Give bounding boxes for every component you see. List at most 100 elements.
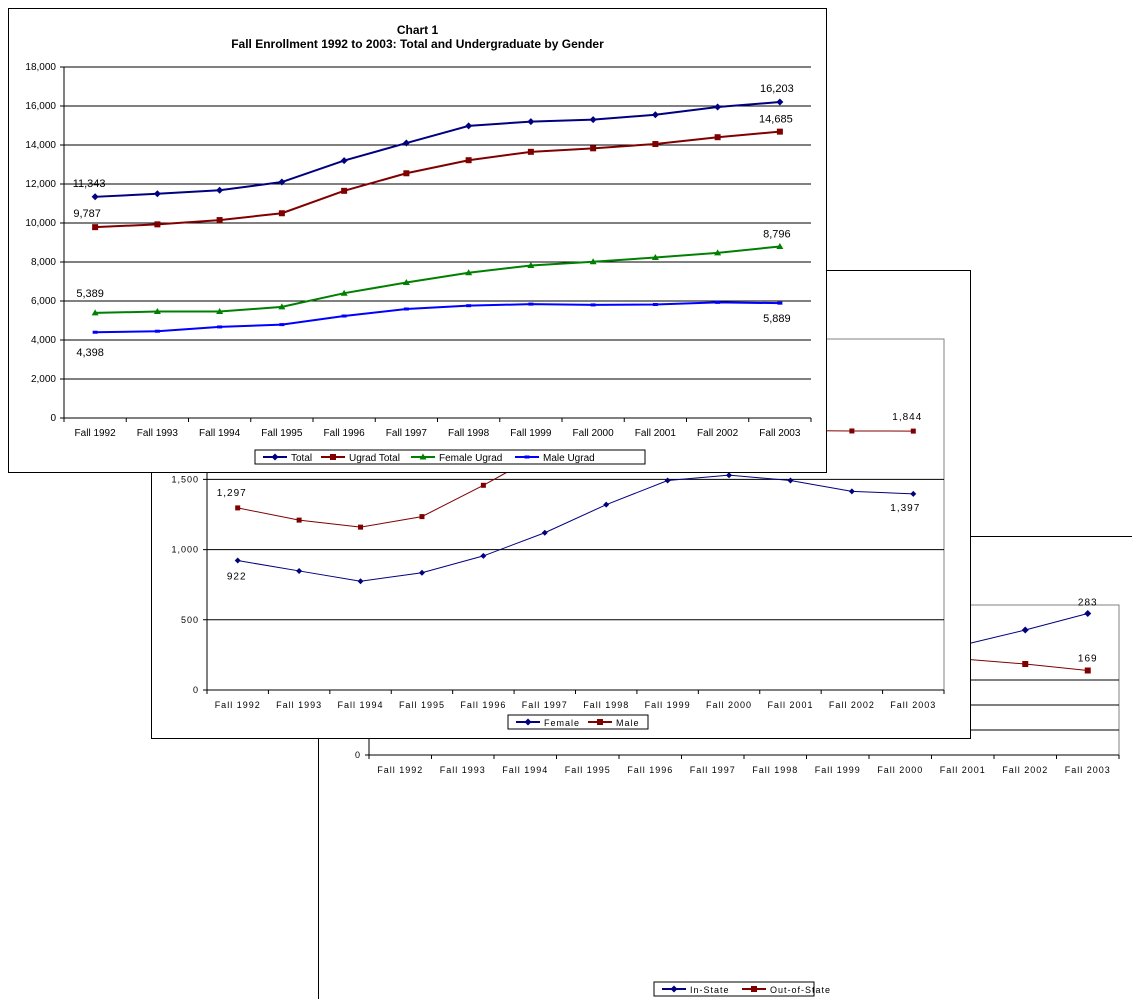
chart-1-data-point <box>153 308 161 315</box>
chart-2-x-tick-label: Fall 1996 <box>460 700 506 710</box>
chart-1-x-tick-label: Fall 1999 <box>510 428 552 439</box>
chart-1-data-label: 9,787 <box>73 208 101 220</box>
chart-1-data-point <box>340 289 348 296</box>
chart-3-x-tick-label: Fall 1995 <box>565 765 611 775</box>
chart-1-legend-label: Total <box>291 453 312 464</box>
chart-1-y-tick-label: 16,000 <box>25 101 56 112</box>
chart-1-data-label: 5,389 <box>76 288 104 300</box>
chart-1-series-line <box>95 301 780 334</box>
chart-1-panel: Chart 1 Fall Enrollment 1992 to 2003: To… <box>8 8 827 473</box>
chart-3-x-tick-label: Fall 1999 <box>815 765 861 775</box>
chart-2-x-tick-label: Fall 2000 <box>706 700 752 710</box>
chart-1-x-tick-label: Fall 1998 <box>448 428 490 439</box>
chart-2-data-label: 922 <box>227 572 247 583</box>
chart-1-data-point <box>341 187 348 194</box>
chart-2-legend-marker <box>597 719 603 725</box>
chart-2-x-tick-label: Fall 1992 <box>215 700 261 710</box>
chart-2-x-tick-label: Fall 1993 <box>276 700 322 710</box>
chart-1-data-point <box>92 224 99 231</box>
chart-3-x-tick-label: Fall 2001 <box>940 765 986 775</box>
chart-1-x-tick-label: Fall 1994 <box>199 428 241 439</box>
chart-1-data-point <box>340 157 348 165</box>
chart-2-x-tick-label: Fall 1997 <box>522 700 568 710</box>
chart-3-legend-marker <box>670 985 678 993</box>
chart-2-data-point <box>357 578 364 585</box>
chart-2-legend-label: Male <box>616 718 640 728</box>
chart-1-legend-marker <box>271 453 279 461</box>
chart-1-plot: 0 2,000 4,000 6,000 8,000 10,000 12,000 14,000 1… <box>25 62 812 465</box>
chart-2-data-point <box>235 505 241 511</box>
chart-3-y-tick-label: 0 <box>355 750 361 760</box>
chart-1-x-tick-label: Fall 1995 <box>261 428 303 439</box>
chart-3-data-point <box>1022 661 1029 667</box>
chart-2-x-tick-label: Fall 1994 <box>338 700 384 710</box>
chart-1-series-line <box>95 101 780 198</box>
chart-2-data-point <box>541 529 548 536</box>
chart-2-legend-marker <box>524 718 532 726</box>
chart-1-data-point <box>651 111 659 119</box>
chart-1-data-point <box>589 258 597 265</box>
chart-2-data-label: 1,297 <box>217 488 247 499</box>
chart-1-y-tick-label: 2,000 <box>31 374 56 385</box>
chart-3-data-label: 169 <box>1078 654 1098 665</box>
chart-1-y-tick-label: 0 <box>50 413 56 424</box>
chart-1-data-point <box>465 122 473 130</box>
chart-2-data-point <box>296 567 303 574</box>
chart-1-x-tick-label: Fall 2003 <box>759 428 801 439</box>
chart-2-data-point <box>234 557 241 564</box>
chart-2-y-tick-label: 500 <box>181 615 199 625</box>
chart-2-data-point <box>849 428 855 434</box>
chart-3-x-tick-label: Fall 1996 <box>627 765 673 775</box>
chart-1-x-tick-label: Fall 1993 <box>137 428 179 439</box>
chart-2-data-point <box>787 477 794 484</box>
chart-1-y-tick-label: 14,000 <box>25 140 56 151</box>
chart-3-legend-label: In-State <box>690 985 730 995</box>
chart-3-x-tick-label: Fall 1993 <box>440 765 486 775</box>
chart-1-legend-label: Ugrad Total <box>349 453 400 464</box>
chart-1-data-point <box>216 217 223 224</box>
chart-2-x-tick-label: Fall 1995 <box>399 700 445 710</box>
chart-1-y-tick-label: 18,000 <box>25 62 56 73</box>
chart-1-data-label: 14,685 <box>759 114 793 126</box>
chart-1-data-label: 11,343 <box>73 178 106 190</box>
chart-2-x-tick-label: Fall 1999 <box>645 700 691 710</box>
chart-1-data-point <box>153 190 161 198</box>
chart-1-y-tick-label: 4,000 <box>31 335 56 346</box>
chart-1-x-tick-label: Fall 1997 <box>386 428 428 439</box>
chart-1-data-label: 8,796 <box>763 228 791 240</box>
chart-2-data-point <box>910 428 916 434</box>
chart-1-data-point <box>651 254 659 261</box>
chart-1-data-point <box>278 303 286 310</box>
chart-3-data-point <box>1084 667 1091 674</box>
chart-1-title: Chart 1 <box>396 23 439 37</box>
chart-1-data-point <box>278 178 286 186</box>
chart-2-x-tick-label: Fall 2003 <box>890 700 936 710</box>
chart-2-data-point <box>296 517 302 523</box>
chart-2-x-tick-label: Fall 1998 <box>583 700 629 710</box>
chart-1-data-point <box>590 303 596 307</box>
chart-3-legend-box <box>653 981 815 997</box>
chart-2-data-point <box>480 482 486 488</box>
chart-1-data-point <box>715 300 721 304</box>
chart-2-y-tick-label: 1,000 <box>171 545 199 555</box>
chart-1-data-point <box>154 329 160 333</box>
chart-3-data-label: 283 <box>1078 598 1098 609</box>
chart-1-data-point <box>652 303 658 307</box>
chart-1-data-point <box>278 210 285 217</box>
chart-3-data-point <box>1084 610 1092 617</box>
chart-1-data-point <box>527 262 535 269</box>
chart-3-x-tick-label: Fall 2000 <box>877 765 923 775</box>
chart-1-y-tick-label: 10,000 <box>25 218 56 229</box>
chart-1-data-point <box>465 157 472 164</box>
chart-2-legend-box <box>507 714 649 730</box>
chart-1-data-point <box>465 269 473 276</box>
chart-2-data-label: 1,397 <box>890 503 920 514</box>
chart-3-x-tick-label: Fall 1992 <box>377 765 423 775</box>
chart-1-y-tick-label: 8,000 <box>31 257 56 268</box>
chart-1-data-point <box>403 307 409 311</box>
chart-1-data-point <box>589 116 597 124</box>
chart-1-data-point <box>776 98 784 106</box>
chart-1-data-point <box>402 139 410 147</box>
chart-1-legend-marker <box>419 453 427 460</box>
chart-2-y-tick-label: 0 <box>193 685 199 695</box>
